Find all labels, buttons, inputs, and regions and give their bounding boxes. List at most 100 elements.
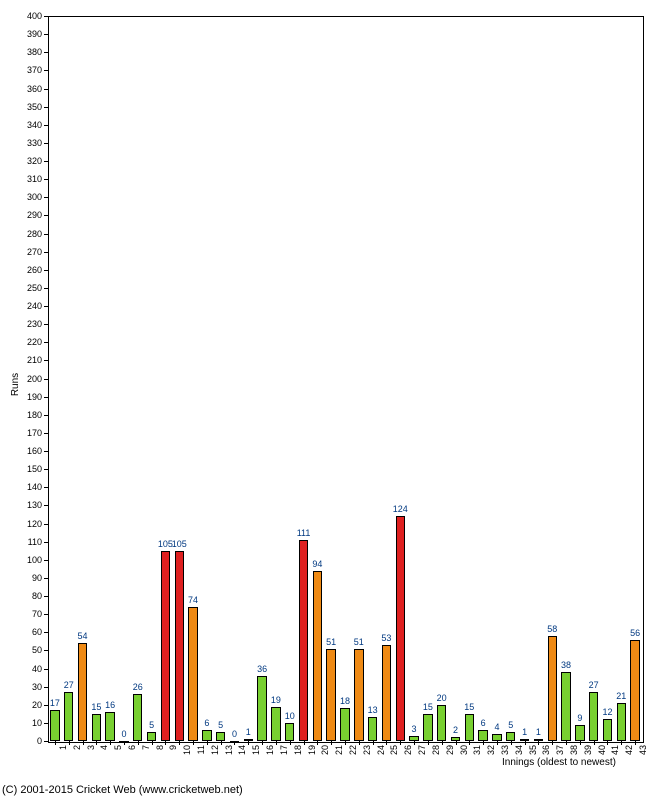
bar-value-label: 27 (59, 680, 79, 690)
x-tick-mark (55, 741, 56, 745)
bar (299, 540, 308, 741)
bar (50, 710, 59, 741)
y-tick-mark (44, 469, 48, 470)
bar-value-label: 15 (418, 702, 438, 712)
x-tick-mark (221, 741, 222, 745)
x-tick-mark (607, 741, 608, 745)
bar (285, 723, 294, 741)
y-tick-label: 50 (18, 645, 42, 655)
x-tick-label: 28 (431, 745, 441, 759)
x-tick-mark (359, 741, 360, 745)
x-tick-label: 10 (182, 745, 192, 759)
x-tick-mark (511, 741, 512, 745)
y-tick-label: 120 (18, 519, 42, 529)
bar (396, 516, 405, 741)
y-tick-mark (44, 505, 48, 506)
x-tick-label: 16 (265, 745, 275, 759)
y-tick-mark (44, 542, 48, 543)
bar (409, 736, 418, 741)
x-tick-mark (96, 741, 97, 745)
y-tick-mark (44, 324, 48, 325)
x-tick-mark (248, 741, 249, 745)
y-tick-mark (44, 596, 48, 597)
x-tick-label: 20 (320, 745, 330, 759)
y-tick-label: 80 (18, 591, 42, 601)
x-tick-label: 19 (307, 745, 317, 759)
bar (354, 649, 363, 741)
y-tick-label: 170 (18, 428, 42, 438)
x-tick-mark (580, 741, 581, 745)
x-tick-label: 36 (541, 745, 551, 759)
bar-value-label: 51 (321, 637, 341, 647)
x-tick-label: 31 (472, 745, 482, 759)
y-tick-mark (44, 723, 48, 724)
bar (617, 703, 626, 741)
bar-value-label: 10 (280, 711, 300, 721)
x-tick-mark (110, 741, 111, 745)
y-tick-mark (44, 687, 48, 688)
bar (382, 645, 391, 741)
y-tick-label: 330 (18, 138, 42, 148)
bar (575, 725, 584, 741)
bar (244, 739, 253, 741)
x-tick-mark (331, 741, 332, 745)
x-tick-mark (400, 741, 401, 745)
y-tick-label: 60 (18, 627, 42, 637)
x-tick-label: 6 (127, 745, 137, 759)
y-tick-label: 140 (18, 482, 42, 492)
bar (437, 705, 446, 741)
plot-area (48, 16, 644, 743)
x-tick-label: 21 (334, 745, 344, 759)
bar-value-label: 18 (335, 696, 355, 706)
x-tick-mark (428, 741, 429, 745)
bar (326, 649, 335, 741)
bar-value-label: 38 (556, 660, 576, 670)
bar-value-label: 94 (307, 559, 327, 569)
bar (603, 719, 612, 741)
bar (451, 737, 460, 741)
bar-value-label: 111 (294, 528, 314, 538)
x-tick-mark (207, 741, 208, 745)
y-tick-label: 270 (18, 247, 42, 257)
y-tick-label: 150 (18, 464, 42, 474)
bar-value-label: 36 (252, 664, 272, 674)
bar-value-label: 2 (446, 725, 466, 735)
bar (133, 694, 142, 741)
y-tick-label: 110 (18, 537, 42, 547)
x-tick-label: 24 (376, 745, 386, 759)
y-tick-mark (44, 52, 48, 53)
y-tick-label: 300 (18, 192, 42, 202)
y-tick-label: 280 (18, 229, 42, 239)
x-tick-mark (483, 741, 484, 745)
y-tick-label: 180 (18, 410, 42, 420)
bar-value-label: 3 (404, 724, 424, 734)
x-tick-label: 18 (293, 745, 303, 759)
y-tick-mark (44, 669, 48, 670)
x-tick-label: 12 (210, 745, 220, 759)
bar (340, 708, 349, 741)
bar (64, 692, 73, 741)
x-tick-label: 26 (403, 745, 413, 759)
bar (520, 739, 529, 741)
y-tick-label: 0 (18, 736, 42, 746)
bar (478, 730, 487, 741)
x-tick-label: 41 (610, 745, 620, 759)
x-tick-label: 27 (417, 745, 427, 759)
x-tick-label: 14 (237, 745, 247, 759)
bar (548, 636, 557, 741)
y-tick-mark (44, 252, 48, 253)
bar-value-label: 17 (45, 698, 65, 708)
bar-value-label: 53 (376, 633, 396, 643)
y-tick-label: 160 (18, 446, 42, 456)
bar-value-label: 9 (570, 713, 590, 723)
copyright-text: (C) 2001-2015 Cricket Web (www.cricketwe… (2, 784, 243, 796)
bar (257, 676, 266, 741)
x-tick-label: 35 (528, 745, 538, 759)
y-tick-mark (44, 270, 48, 271)
bar-value-label: 58 (542, 624, 562, 634)
bar (561, 672, 570, 741)
bar (78, 643, 87, 741)
bar (119, 741, 128, 743)
bar-value-label: 0 (114, 729, 134, 739)
y-tick-mark (44, 451, 48, 452)
